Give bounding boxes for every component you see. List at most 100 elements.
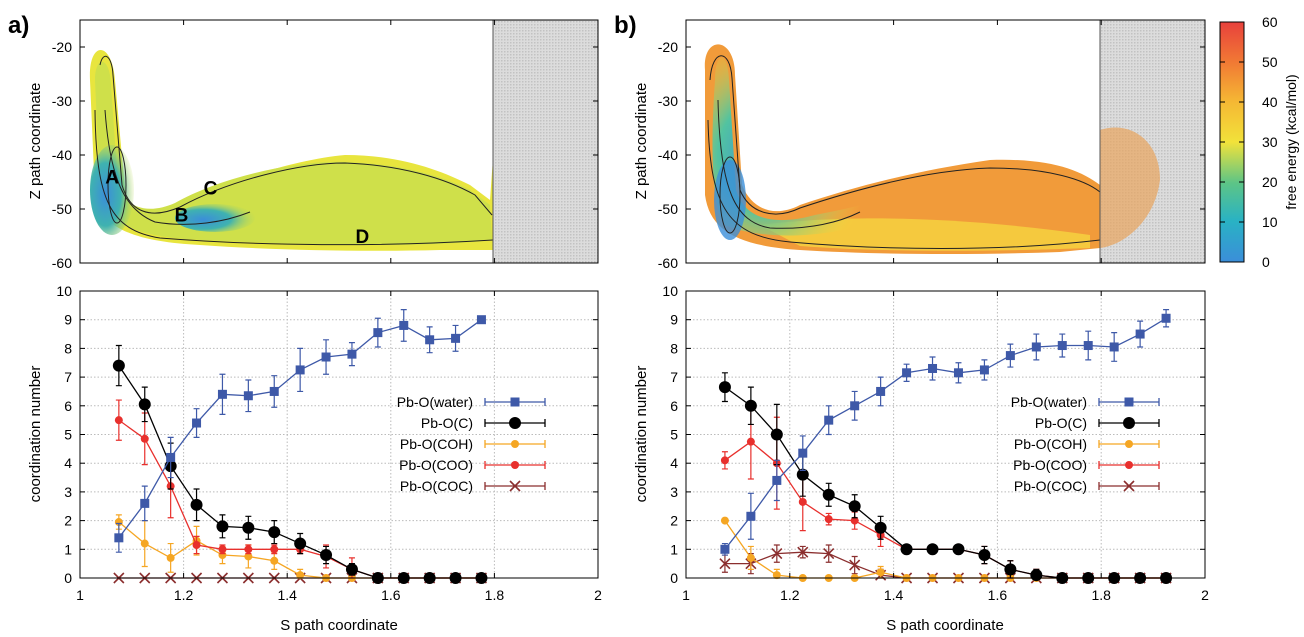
y-tick-label: -60 bbox=[52, 255, 72, 271]
y-tick-label: -30 bbox=[658, 93, 678, 109]
data-point bbox=[140, 539, 149, 548]
y-tick-label: 1 bbox=[64, 541, 72, 557]
legend-marker bbox=[1125, 461, 1133, 469]
y-axis-label: Z path coordinate bbox=[27, 83, 44, 200]
x-tick-label: 1.4 bbox=[884, 587, 904, 603]
data-point bbox=[928, 363, 938, 373]
data-point bbox=[1057, 341, 1067, 351]
colorbar: 0 10 20 30 40 50 60 free energy (kcal/mol) bbox=[1219, 14, 1299, 270]
data-point bbox=[900, 543, 913, 556]
data-point bbox=[373, 328, 383, 338]
y-tick-label: 0 bbox=[64, 570, 72, 586]
legend-item: Pb-O(C) bbox=[1035, 415, 1160, 431]
x-tick-label: 1.2 bbox=[174, 587, 194, 603]
legend-label: Pb-O(COH) bbox=[400, 436, 473, 452]
legend-item: Pb-O(COH) bbox=[400, 436, 546, 452]
legend-label: Pb-O(C) bbox=[1035, 415, 1087, 431]
data-point bbox=[953, 368, 963, 378]
data-point bbox=[347, 349, 357, 359]
data-point bbox=[270, 556, 279, 565]
panel-b-label: b) bbox=[614, 12, 637, 39]
data-point bbox=[822, 488, 835, 501]
data-point bbox=[244, 552, 253, 561]
x-tick-label: 1.8 bbox=[485, 587, 505, 603]
data-point bbox=[217, 389, 227, 399]
data-point bbox=[746, 437, 755, 446]
data-point bbox=[772, 475, 782, 485]
y-tick-label: 1 bbox=[670, 541, 678, 557]
data-point bbox=[140, 434, 149, 443]
data-point bbox=[1083, 341, 1093, 351]
data-point bbox=[243, 391, 253, 401]
y-tick-label: 8 bbox=[670, 340, 678, 356]
colorbar-ticks: 0 10 20 30 40 50 60 bbox=[1220, 14, 1278, 270]
y-axis: 0 1 2 3 4 5 6 7 8 9 10 bbox=[56, 283, 598, 586]
series-Pb-O(COO) bbox=[720, 403, 1171, 582]
data-point bbox=[952, 543, 965, 556]
data-point bbox=[770, 428, 783, 441]
energy-surface bbox=[704, 44, 1160, 255]
y-tick-label: 3 bbox=[670, 484, 678, 500]
x-axis-label: S path coordinate bbox=[886, 617, 1004, 634]
y-axis-label: coordination number bbox=[633, 366, 650, 503]
data-point bbox=[874, 521, 887, 534]
data-point bbox=[190, 498, 203, 511]
data-point bbox=[720, 516, 729, 525]
data-point bbox=[926, 543, 939, 556]
legend-item: Pb-O(COC) bbox=[1014, 478, 1160, 494]
y-tick-label: 4 bbox=[670, 455, 678, 471]
data-point bbox=[295, 365, 305, 375]
axes-frame bbox=[685, 19, 1206, 264]
y-tick-label: 2 bbox=[670, 513, 678, 529]
x-axis: 1 1.2 1.4 1.6 1.8 2 bbox=[682, 291, 1209, 603]
series-Pb-O(COC) bbox=[719, 544, 1172, 584]
data-point bbox=[1030, 569, 1043, 582]
data-point bbox=[744, 399, 757, 412]
data-point bbox=[242, 521, 255, 534]
y-tick-label: -60 bbox=[658, 255, 678, 271]
series-line bbox=[724, 440, 1167, 579]
data-point bbox=[399, 320, 409, 330]
legend-item: Pb-O(water) bbox=[397, 394, 546, 410]
data-point bbox=[876, 568, 885, 577]
data-point bbox=[166, 553, 175, 562]
data-point bbox=[824, 415, 834, 425]
data-point bbox=[720, 544, 730, 554]
annotation-C: C bbox=[204, 178, 218, 199]
y-tick-label: 3 bbox=[64, 484, 72, 500]
x-tick-label: 1.6 bbox=[381, 587, 401, 603]
axes-frame bbox=[79, 19, 599, 264]
data-point bbox=[216, 520, 229, 533]
grid bbox=[80, 291, 598, 578]
data-point bbox=[296, 571, 305, 580]
y-tick-label: 0 bbox=[670, 570, 678, 586]
data-point bbox=[269, 386, 279, 396]
data-point bbox=[720, 456, 729, 465]
data-point bbox=[294, 537, 307, 550]
y-tick-label: 6 bbox=[64, 398, 72, 414]
y-tick-label: 2 bbox=[64, 513, 72, 529]
y-tick-label: 5 bbox=[670, 427, 678, 443]
grid bbox=[686, 291, 1205, 578]
y-tick-label: 5 bbox=[64, 427, 72, 443]
legend: Pb-O(water) Pb-O(C) Pb-O(COH) Pb-O(COO) Pb-O… bbox=[397, 394, 546, 494]
data-point bbox=[112, 359, 125, 372]
y-tick-label: 9 bbox=[64, 312, 72, 328]
x-tick-label: 1.8 bbox=[1091, 587, 1111, 603]
y-axis: -20 -30 -40 -50 -60 bbox=[52, 39, 598, 271]
y-axis: -20 -30 -40 -50 -60 bbox=[658, 39, 1205, 271]
legend-label: Pb-O(water) bbox=[1011, 394, 1087, 410]
y-tick-label: 6 bbox=[670, 398, 678, 414]
data-point bbox=[1005, 351, 1015, 361]
y-tick-label: -30 bbox=[52, 93, 72, 109]
x-tick-label: 1 bbox=[682, 587, 690, 603]
data-point bbox=[166, 452, 176, 462]
panel-a-free-energy-map: a) A BC D -20 -30 -40 -50 -60 Z path coordinat… bbox=[8, 12, 599, 271]
legend-marker bbox=[511, 461, 519, 469]
data-point bbox=[746, 511, 756, 521]
legend-marker bbox=[1123, 480, 1135, 492]
data-point bbox=[798, 497, 807, 506]
data-point bbox=[798, 448, 808, 458]
